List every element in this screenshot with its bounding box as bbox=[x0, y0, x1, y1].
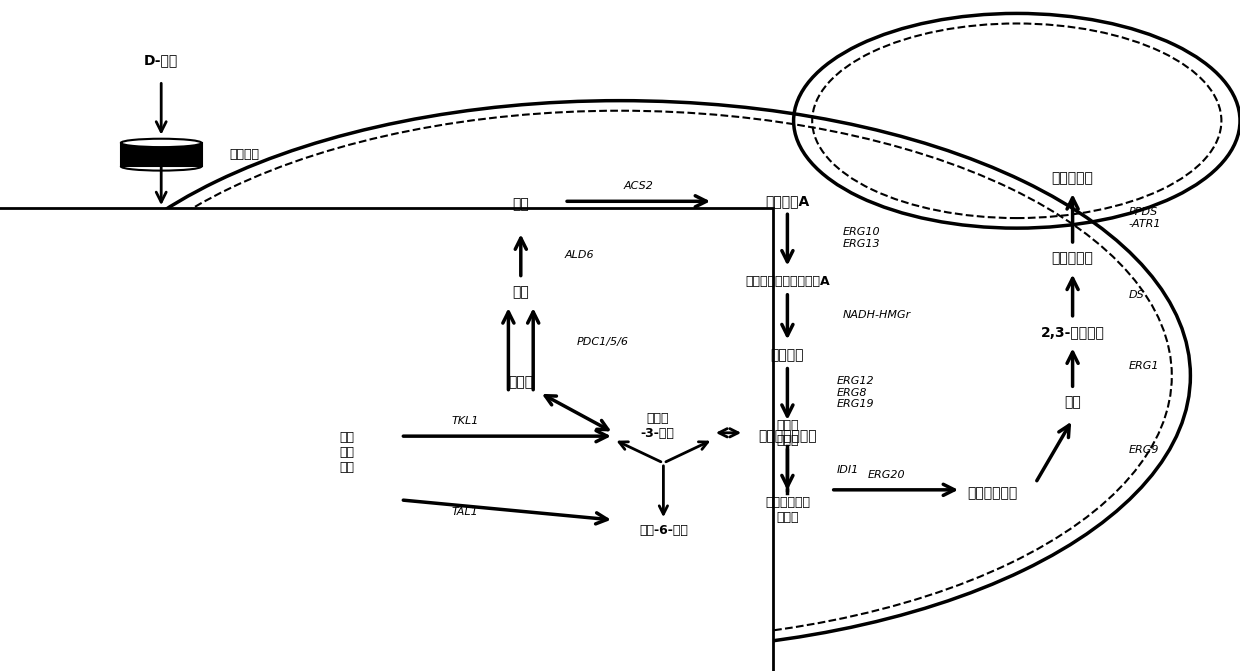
Bar bbox=[122, 143, 201, 166]
Text: 木酮糖: 木酮糖 bbox=[149, 372, 174, 386]
Text: ERG12
ERG8
ERG19: ERG12 ERG8 ERG19 bbox=[837, 376, 874, 409]
Text: D-木糖: D-木糖 bbox=[144, 54, 179, 67]
Ellipse shape bbox=[122, 162, 202, 170]
Text: 异戊烯基焦磷酸: 异戊烯基焦磷酸 bbox=[758, 429, 817, 443]
Text: 羟甲基戊二酸单酰辅酶A: 羟甲基戊二酸单酰辅酶A bbox=[745, 275, 830, 289]
Text: XKS1: XKS1 bbox=[205, 411, 233, 421]
Text: 磷酸二
羟丙酮: 磷酸二 羟丙酮 bbox=[776, 419, 799, 447]
Text: ALD6: ALD6 bbox=[564, 250, 594, 260]
Text: D-木糖: D-木糖 bbox=[144, 211, 179, 225]
Text: XI: XI bbox=[274, 317, 284, 327]
Text: ERG9: ERG9 bbox=[1128, 445, 1159, 454]
Text: ERG20: ERG20 bbox=[868, 470, 905, 480]
Text: 2,3-氧化鲨烯: 2,3-氧化鲨烯 bbox=[1040, 325, 1105, 339]
Text: 转运蛋白: 转运蛋白 bbox=[229, 148, 259, 161]
Text: 二甲基烯丙基
焦磷酸: 二甲基烯丙基 焦磷酸 bbox=[765, 496, 810, 524]
Text: PPDS
-ATR1: PPDS -ATR1 bbox=[1128, 207, 1161, 229]
Text: 乙酰辅酶A: 乙酰辅酶A bbox=[765, 195, 810, 208]
Text: 乙醛: 乙醛 bbox=[512, 285, 529, 299]
Text: 木酮糖-5-磷酸: 木酮糖-5-磷酸 bbox=[133, 446, 190, 460]
Text: 鲨烯: 鲨烯 bbox=[1064, 396, 1081, 409]
Text: 甘油醛
-3-磷酸: 甘油醛 -3-磷酸 bbox=[640, 412, 675, 440]
Text: 果糖-6-磷酸: 果糖-6-磷酸 bbox=[639, 523, 688, 537]
Text: ACS2: ACS2 bbox=[624, 181, 653, 191]
Text: ERG10
ERG13: ERG10 ERG13 bbox=[843, 227, 880, 249]
Text: TKL1: TKL1 bbox=[451, 416, 479, 426]
Text: 磷酸
戊糖
途径: 磷酸 戊糖 途径 bbox=[340, 431, 355, 474]
Text: NADH-HMGr: NADH-HMGr bbox=[843, 311, 911, 320]
Text: 原人参二醇: 原人参二醇 bbox=[1052, 171, 1094, 185]
FancyBboxPatch shape bbox=[0, 208, 773, 671]
Text: 甲羟戊酸: 甲羟戊酸 bbox=[770, 349, 805, 362]
Text: 丙酮酸: 丙酮酸 bbox=[508, 376, 533, 389]
Text: 达玛烯二醇: 达玛烯二醇 bbox=[1052, 252, 1094, 265]
Text: XYL2: XYL2 bbox=[205, 338, 232, 347]
Text: DS: DS bbox=[1128, 291, 1145, 300]
Text: 木糖醇: 木糖醇 bbox=[149, 299, 174, 312]
Ellipse shape bbox=[122, 139, 202, 147]
Text: ERG1: ERG1 bbox=[1128, 361, 1159, 370]
Text: 法尼基焦磷酸: 法尼基焦磷酸 bbox=[967, 486, 1017, 500]
Text: TAL1: TAL1 bbox=[451, 507, 479, 517]
Text: PDC1/5/6: PDC1/5/6 bbox=[577, 338, 629, 347]
Text: XYL1: XYL1 bbox=[205, 260, 232, 270]
Text: IDI1: IDI1 bbox=[837, 465, 859, 474]
Text: 乙酸: 乙酸 bbox=[512, 198, 529, 211]
